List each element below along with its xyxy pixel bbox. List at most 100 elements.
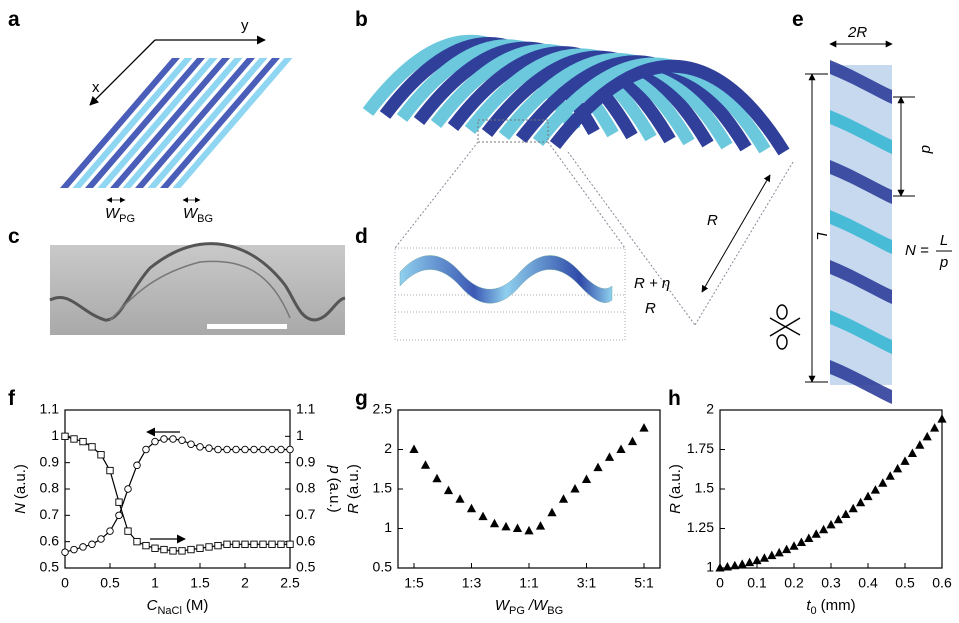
y-tick-label: 1 bbox=[706, 559, 714, 575]
data-point bbox=[745, 558, 754, 567]
data-point bbox=[287, 541, 293, 547]
x-tick-label: 0.5 bbox=[895, 575, 915, 591]
label-part: (a.u.) bbox=[12, 464, 29, 499]
data-point bbox=[188, 441, 195, 448]
data-point bbox=[570, 484, 579, 493]
data-point bbox=[269, 541, 275, 547]
x-tick-label: 0.5 bbox=[100, 575, 120, 591]
label-part: R bbox=[345, 503, 362, 514]
panel-letter: b bbox=[355, 8, 368, 31]
data-point bbox=[71, 436, 77, 442]
x-tick-label: 0.3 bbox=[821, 575, 841, 591]
label-part: (a.u.) bbox=[345, 464, 362, 499]
x-tick-label: 5:1 bbox=[634, 575, 654, 591]
data-point bbox=[501, 522, 510, 531]
data-point bbox=[582, 475, 591, 484]
data-point bbox=[444, 486, 453, 495]
y2-tick-label: 0.5 bbox=[296, 559, 316, 575]
arched-ribbons bbox=[368, 41, 784, 152]
data-point bbox=[937, 414, 946, 423]
data-point bbox=[170, 548, 176, 554]
data-point bbox=[930, 423, 939, 432]
data-point bbox=[62, 433, 68, 439]
scale-bar bbox=[207, 324, 287, 329]
data-point bbox=[260, 541, 266, 547]
y-tick-label: 0.8 bbox=[40, 480, 60, 496]
zoom-line bbox=[548, 142, 625, 248]
radius-guide bbox=[695, 162, 793, 325]
x-tick-label: 1:3 bbox=[462, 575, 482, 591]
data-point bbox=[616, 445, 625, 454]
y-tick-label: 0.9 bbox=[40, 453, 60, 469]
data-point bbox=[593, 463, 602, 472]
data-point bbox=[89, 541, 96, 548]
x-tick-label: 0.2 bbox=[784, 575, 804, 591]
data-point bbox=[233, 446, 240, 453]
data-point bbox=[215, 542, 221, 548]
data-point bbox=[826, 520, 835, 529]
panel-letter: a bbox=[8, 8, 20, 31]
height-label: R bbox=[645, 300, 656, 317]
label-part: (M) bbox=[186, 597, 209, 614]
data-point bbox=[242, 541, 248, 547]
data-point bbox=[233, 541, 239, 547]
data-point bbox=[62, 549, 69, 556]
x-tick-label: 0.6 bbox=[932, 575, 952, 591]
subscript: PG bbox=[509, 605, 525, 617]
data-point bbox=[812, 529, 821, 538]
label-part: (mm) bbox=[821, 597, 856, 614]
y-tick-label: 1.25 bbox=[687, 519, 714, 535]
label-part: p bbox=[326, 464, 343, 473]
data-point bbox=[730, 561, 739, 570]
data-point bbox=[923, 432, 932, 441]
data-point bbox=[278, 446, 285, 453]
x-tick-label: 1.5 bbox=[190, 575, 210, 591]
data-point bbox=[251, 446, 258, 453]
data-point bbox=[752, 556, 761, 565]
y-tick-label: 0.5 bbox=[40, 559, 60, 575]
data-point bbox=[834, 515, 843, 524]
data-point bbox=[605, 452, 614, 461]
data-point bbox=[116, 499, 122, 505]
subscript: NaCl bbox=[157, 605, 181, 617]
data-point bbox=[224, 446, 231, 453]
data-point bbox=[886, 471, 895, 480]
data-point bbox=[547, 508, 556, 517]
data-point bbox=[251, 541, 257, 547]
radius-guide bbox=[568, 152, 695, 325]
data-point bbox=[143, 542, 149, 548]
data-point bbox=[242, 446, 249, 453]
data-point bbox=[80, 438, 86, 444]
subscript: PG bbox=[119, 213, 135, 225]
label-part: (a.u.) bbox=[326, 478, 343, 513]
data-point bbox=[179, 548, 185, 554]
panel-letter: h bbox=[668, 387, 681, 410]
panel-letter: g bbox=[355, 387, 368, 410]
y-axis-label: R(a.u.) bbox=[667, 464, 684, 514]
width-label: WPG bbox=[105, 205, 135, 225]
wavy-ribbon bbox=[400, 256, 612, 304]
label-part: /W bbox=[528, 597, 549, 614]
x-tick-label: 0.1 bbox=[747, 575, 767, 591]
y2-tick-label: 0.7 bbox=[296, 506, 316, 522]
data-point bbox=[628, 437, 637, 446]
stripe-pattern bbox=[60, 58, 293, 188]
y-tick-label: 1.1 bbox=[40, 401, 60, 417]
data-point bbox=[775, 548, 784, 557]
data-point bbox=[856, 498, 865, 507]
x-tick-label: 0 bbox=[61, 575, 69, 591]
y-tick-label: 1.5 bbox=[373, 480, 393, 496]
axis-name: y bbox=[241, 17, 249, 34]
x-tick-label: 1 bbox=[151, 575, 159, 591]
data-point bbox=[125, 486, 132, 493]
data-point bbox=[134, 538, 140, 544]
axis-name: x bbox=[92, 79, 100, 96]
panel-letter: e bbox=[792, 8, 804, 31]
data-point bbox=[71, 546, 78, 553]
x-tick-label: 1:1 bbox=[519, 575, 539, 591]
pitch-label: d bbox=[918, 145, 935, 154]
data-point bbox=[409, 445, 418, 454]
plot-frame bbox=[398, 410, 660, 568]
label-part: N bbox=[12, 503, 29, 514]
data-point bbox=[804, 533, 813, 542]
